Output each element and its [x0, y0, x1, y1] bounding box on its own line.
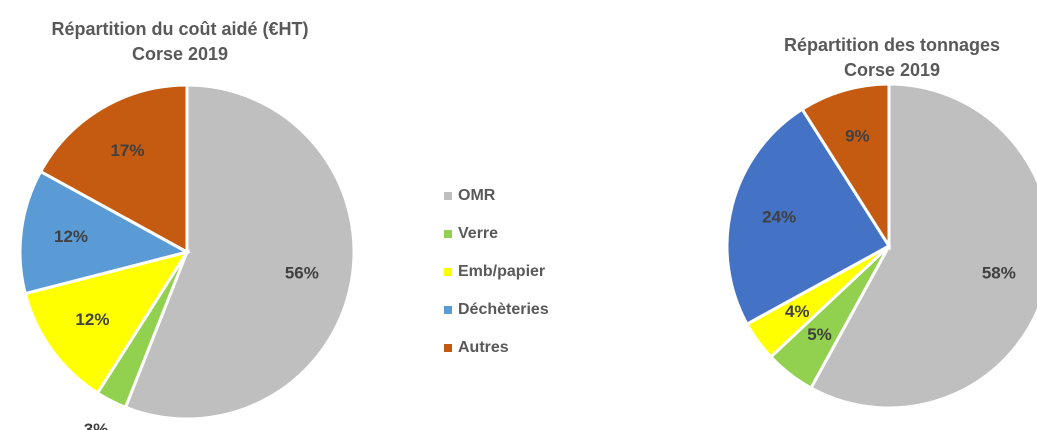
legend-label: Déchèteries [458, 301, 549, 318]
data-label: 17% [110, 141, 144, 160]
legend-label: Autres [458, 339, 509, 356]
legend-swatch [444, 306, 452, 314]
legend-label: Emb/papier [458, 263, 545, 280]
chart-title: Corse 2019 [844, 60, 940, 80]
pie-slice [800, 82, 891, 252]
pie-slice [18, 169, 192, 296]
legend-swatch [444, 268, 452, 276]
data-label: 5% [807, 325, 832, 344]
data-label: 9% [845, 127, 870, 146]
legend-swatch [444, 344, 452, 352]
chart-title: Répartition des tonnages [784, 35, 1000, 55]
pie-slice [725, 107, 892, 327]
pie-slice [808, 82, 1037, 410]
data-label: 3% [84, 420, 109, 430]
chart-title: Corse 2019 [132, 44, 228, 64]
data-label: 12% [75, 310, 109, 329]
pie-slice [38, 83, 189, 255]
chart-title: Répartition du coût aidé (€HT) [51, 19, 308, 39]
legend-swatch [444, 230, 452, 238]
legend-swatch [444, 192, 452, 200]
legend-label: OMR [458, 187, 496, 204]
data-label: 4% [785, 302, 810, 321]
data-label: 58% [982, 264, 1016, 283]
data-label: 12% [54, 227, 88, 246]
pie-slice [23, 249, 191, 396]
data-label: 56% [285, 263, 319, 282]
pie-slice [123, 83, 356, 421]
legend-label: Verre [458, 225, 498, 242]
data-label: 24% [762, 207, 796, 226]
